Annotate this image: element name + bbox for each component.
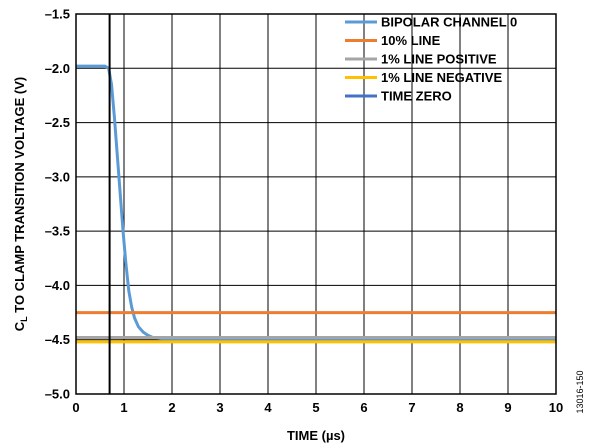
x-tick-labels: 0 1 2 3 4 5 6 7 8 9 10 (72, 400, 563, 415)
x-tick-label: 10 (549, 400, 563, 415)
legend-label-bipolar-channel-0: BIPOLAR CHANNEL 0 (381, 15, 517, 30)
y-axis-title-main: C (12, 321, 27, 331)
y-tick-label: –2.0 (45, 61, 70, 76)
legend: BIPOLAR CHANNEL 0 10% LINE 1% LINE POSITIV… (345, 15, 517, 104)
x-tick-label: 5 (312, 400, 319, 415)
y-tick-label: –3.5 (45, 224, 70, 239)
legend-label-time-zero: TIME ZERO (381, 89, 452, 104)
x-tick-label: 3 (216, 400, 223, 415)
y-tick-label: –3.0 (45, 169, 70, 184)
figure-id: 13016-150 (575, 370, 585, 413)
x-tick-label: 4 (264, 400, 272, 415)
y-axis-title: CL TO CLAMP TRANSITION VOLTAGE (V) (12, 77, 29, 331)
x-tick-label: 7 (408, 400, 415, 415)
y-axis-title-rest: TO CLAMP TRANSITION VOLTAGE (V) (12, 77, 27, 317)
x-tick-label: 2 (168, 400, 175, 415)
x-tick-label: 6 (360, 400, 367, 415)
x-tick-label: 8 (456, 400, 463, 415)
legend-label-1-line-positive: 1% LINE POSITIVE (381, 52, 497, 67)
y-tick-labels: –1.5 –2.0 –2.5 –3.0 –3.5 –4.0 –4.5 –5.0 (45, 7, 70, 402)
x-tick-label: 1 (120, 400, 127, 415)
legend-label-1-line-negative: 1% LINE NEGATIVE (381, 70, 502, 85)
y-tick-label: –4.0 (45, 278, 70, 293)
x-tick-label: 9 (504, 400, 511, 415)
y-tick-label: –1.5 (45, 7, 70, 22)
y-tick-label: –5.0 (45, 387, 70, 402)
y-tick-label: –4.5 (45, 332, 70, 347)
x-tick-label: 0 (72, 400, 79, 415)
plot-frame (75, 13, 557, 395)
y-tick-label: –2.5 (45, 115, 70, 130)
legend-label-10-line: 10% LINE (381, 33, 441, 48)
x-axis-title: TIME (µs) (287, 428, 345, 443)
y-axis-title-subscript: L (19, 316, 29, 322)
